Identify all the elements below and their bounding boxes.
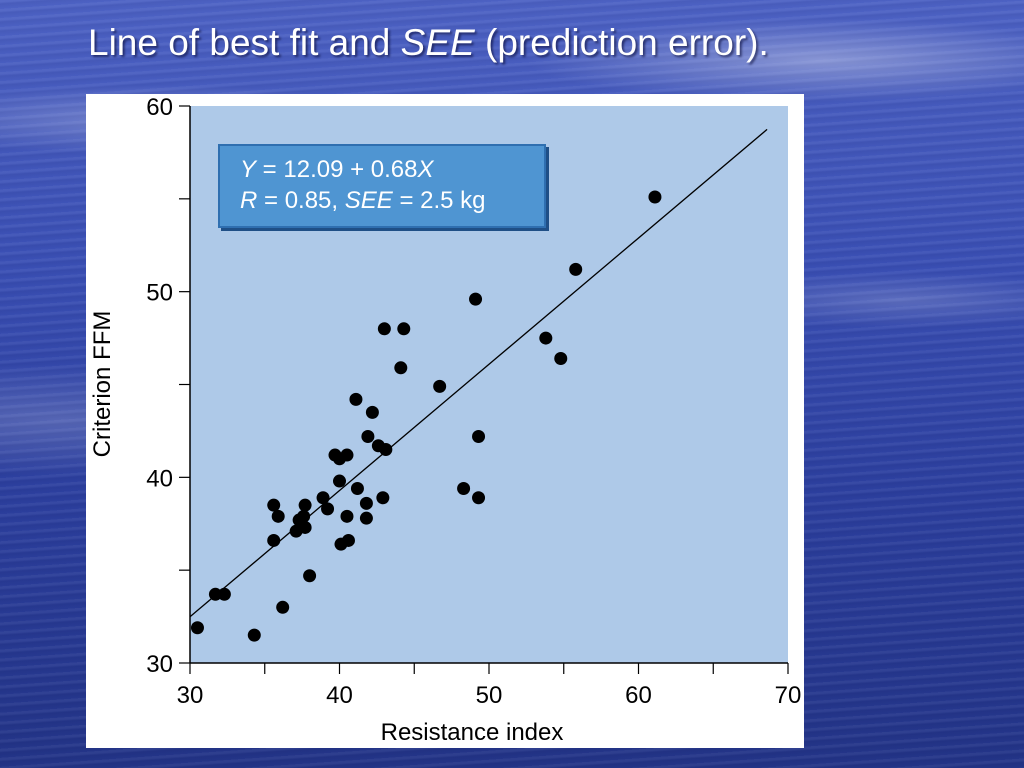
data-point — [297, 509, 311, 523]
data-point — [349, 392, 363, 406]
data-point — [359, 511, 373, 525]
data-point — [190, 621, 204, 635]
data-point — [276, 600, 290, 614]
data-point — [472, 429, 486, 443]
x-tick-label: 40 — [326, 682, 353, 709]
data-point — [340, 509, 354, 523]
eq-see-value: = 2.5 kg — [392, 187, 486, 214]
data-point — [340, 448, 354, 462]
data-point — [217, 587, 231, 601]
equation-line-1: Y = 12.09 + 0.68X — [240, 154, 544, 185]
y-tick-label: 30 — [146, 651, 173, 678]
x-tick-label: 70 — [775, 682, 802, 709]
data-point — [303, 569, 317, 583]
data-point — [457, 481, 471, 495]
x-tick-label: 50 — [476, 682, 503, 709]
data-point — [648, 190, 662, 204]
title-suffix-text: (prediction error). — [474, 22, 769, 63]
data-point — [298, 520, 312, 534]
title-main-text: Line of best fit and — [88, 22, 401, 63]
y-tick-label: 40 — [146, 465, 173, 492]
data-point — [267, 498, 281, 512]
data-point — [569, 262, 583, 276]
data-point — [433, 379, 447, 393]
data-point — [316, 491, 330, 505]
data-point — [554, 352, 568, 366]
eq-r-value: = 0.85, — [257, 187, 345, 214]
data-point — [298, 498, 312, 512]
data-point — [350, 481, 364, 495]
data-point — [472, 491, 486, 505]
data-point — [365, 405, 379, 419]
x-tick-label: 60 — [625, 682, 652, 709]
regression-equation-box: Y = 12.09 + 0.68X R = 0.85, SEE = 2.5 kg — [218, 144, 546, 228]
data-point — [208, 587, 222, 601]
data-point — [361, 429, 375, 443]
y-axis-label: Criterion FFM — [89, 311, 116, 458]
eq-y-var: Y — [240, 156, 257, 183]
data-point — [469, 292, 483, 306]
equation-line-2: R = 0.85, SEE = 2.5 kg — [240, 185, 544, 216]
x-axis-label: Resistance index — [381, 719, 564, 746]
data-point — [539, 331, 553, 345]
data-point — [376, 491, 390, 505]
data-point — [377, 322, 391, 336]
figure-panel: 30 40 50 60 70 30 40 50 60 Resistance index Crit… — [86, 94, 804, 748]
regression-line — [189, 128, 768, 618]
data-point — [379, 442, 393, 456]
slide-title: Line of best fit and SEE (prediction err… — [88, 22, 769, 64]
y-tick-label: 50 — [146, 280, 173, 307]
eq-formula-text: = 12.09 + 0.68 — [256, 156, 418, 183]
eq-see-var: SEE — [344, 187, 393, 214]
data-point — [333, 474, 346, 488]
data-point — [321, 502, 335, 516]
eq-x-var: X — [417, 156, 434, 183]
x-tick-label: 30 — [177, 682, 204, 709]
eq-r-var: R — [240, 187, 258, 214]
data-point — [267, 533, 281, 547]
data-point — [359, 496, 373, 510]
data-point — [271, 509, 285, 523]
data-point — [247, 628, 261, 642]
data-point — [341, 533, 355, 547]
title-see-text: SEE — [400, 22, 475, 63]
data-point — [394, 361, 408, 375]
y-tick-label: 60 — [146, 94, 173, 121]
data-point — [397, 322, 411, 336]
